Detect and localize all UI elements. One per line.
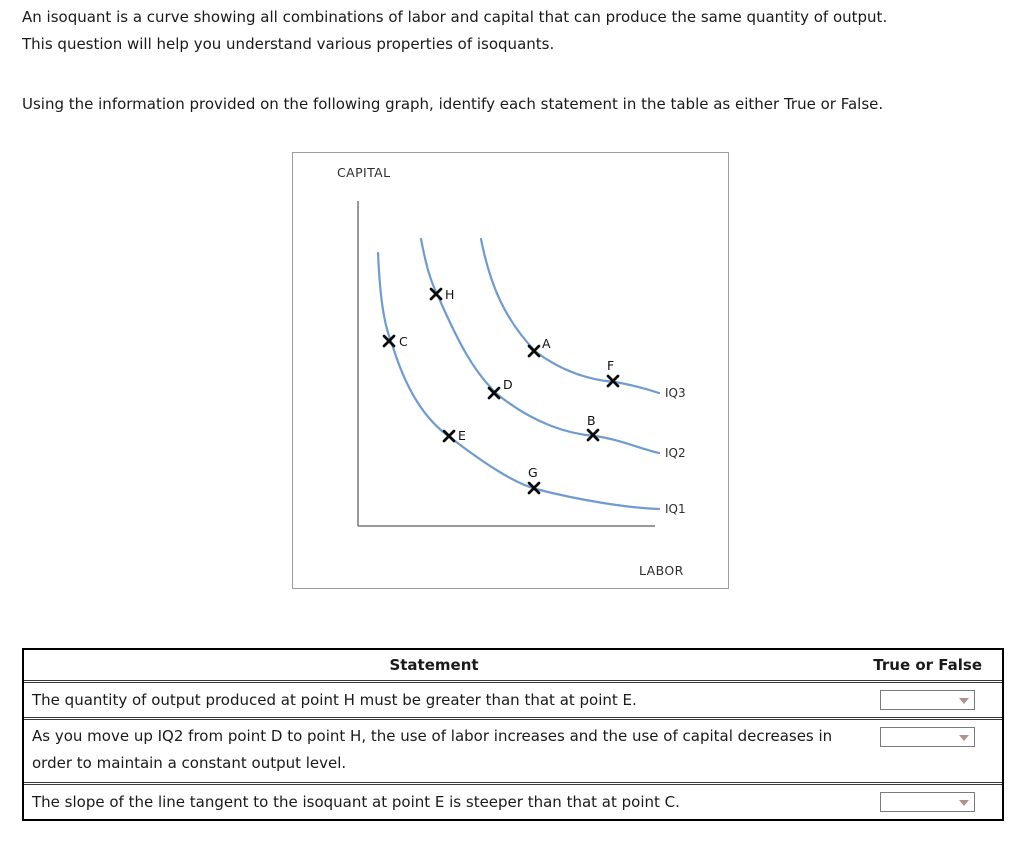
- statement-column-header: Statement: [389, 656, 479, 674]
- isoquant-graph-panel: CAPITAL LABOR IQ1 IQ2 IQ3 H C A D F E B G: [292, 152, 729, 589]
- answer-cell: [844, 690, 1002, 710]
- table-header-row: Statement True or False: [24, 650, 1002, 680]
- statement-text: The quantity of output produced at point…: [32, 690, 637, 709]
- instruction-text: Using the information provided on the fo…: [22, 95, 884, 113]
- point-E-x-icon: [442, 429, 456, 443]
- point-F-label: F: [607, 358, 614, 373]
- answer-cell: [844, 792, 1002, 812]
- chevron-down-icon: [959, 800, 969, 806]
- true-false-dropdown[interactable]: [880, 792, 975, 812]
- intro-text-line2: This question will help you understand v…: [22, 35, 555, 53]
- point-A-x-icon: [527, 344, 541, 358]
- table-row: The slope of the line tangent to the iso…: [24, 782, 1002, 819]
- chevron-down-icon: [959, 735, 969, 741]
- spacer: [22, 58, 1007, 91]
- point-H-label: H: [445, 287, 454, 302]
- isoquant-curve-IQ1: [376, 251, 661, 511]
- true-false-dropdown[interactable]: [880, 690, 975, 710]
- isoquant-chart: CAPITAL LABOR IQ1 IQ2 IQ3 H C A D F E B G: [337, 165, 686, 578]
- curve-label-IQ3: IQ3: [665, 386, 686, 400]
- y-axis-label: CAPITAL: [337, 165, 390, 180]
- table-row: As you move up IQ2 from point D to point…: [24, 717, 1002, 782]
- point-D-label: D: [503, 377, 513, 392]
- curve-label-IQ1: IQ1: [665, 502, 686, 516]
- point-A-label: A: [542, 336, 551, 351]
- point-B-label: B: [587, 413, 596, 428]
- true-false-dropdown[interactable]: [880, 727, 975, 747]
- true-or-false-column-header: True or False: [873, 656, 982, 674]
- point-D-x-icon: [487, 386, 501, 400]
- statement-text: As you move up IQ2 from point D to point…: [32, 727, 833, 772]
- answer-cell: [844, 720, 1002, 747]
- point-E-label: E: [458, 428, 466, 443]
- chevron-down-icon: [959, 698, 969, 704]
- intro-text-line1: An isoquant is a curve showing all combi…: [22, 8, 888, 26]
- point-F-x-icon: [606, 374, 620, 388]
- true-false-table: Statement True or False The quantity of …: [22, 648, 1004, 821]
- isoquant-curve-IQ3: [479, 237, 661, 395]
- x-axis-label: LABOR: [639, 563, 684, 578]
- point-G-x-icon: [527, 481, 541, 495]
- curve-label-IQ2: IQ2: [665, 446, 686, 460]
- isoquant-curve-IQ2: [419, 237, 661, 455]
- point-G-label: G: [528, 465, 538, 480]
- point-H-x-icon: [429, 287, 443, 301]
- point-B-x-icon: [586, 428, 600, 442]
- point-C-x-icon: [382, 334, 396, 348]
- table-row: The quantity of output produced at point…: [24, 680, 1002, 717]
- point-C-label: C: [399, 334, 408, 349]
- intro-section: An isoquant is a curve showing all combi…: [22, 4, 1007, 118]
- statement-text: The slope of the line tangent to the iso…: [32, 792, 680, 811]
